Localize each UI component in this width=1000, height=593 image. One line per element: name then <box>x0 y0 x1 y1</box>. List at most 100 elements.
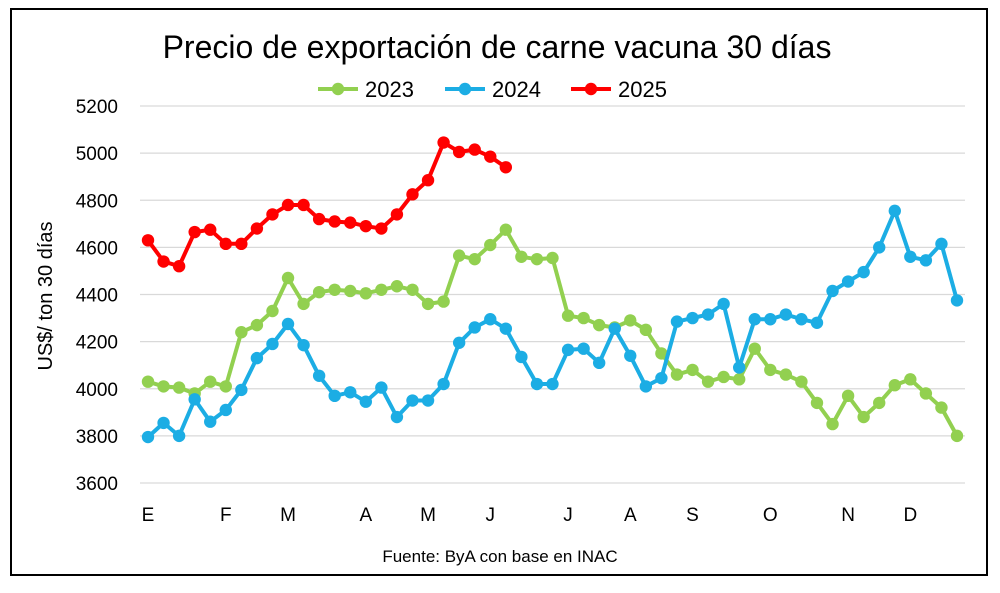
data-point <box>873 396 886 410</box>
data-point <box>795 313 808 326</box>
data-point <box>375 283 388 296</box>
y-tick-label: 4600 <box>76 238 118 259</box>
data-point <box>375 381 388 394</box>
chart-title: Precio de exportación de carne vacuna 30… <box>163 29 832 65</box>
x-tick-label: J <box>486 505 496 526</box>
data-point <box>344 386 357 399</box>
data-point <box>499 223 513 236</box>
data-point <box>297 338 310 352</box>
data-point <box>266 337 279 351</box>
data-point <box>484 313 497 326</box>
data-point <box>904 250 917 263</box>
data-point <box>235 383 248 397</box>
data-point <box>670 315 684 328</box>
data-point <box>204 375 217 388</box>
series-2025 <box>141 136 513 273</box>
gridlines <box>140 105 965 484</box>
data-point <box>250 351 264 365</box>
data-point <box>530 377 544 391</box>
data-point <box>795 375 808 388</box>
data-point <box>266 304 279 318</box>
data-point <box>530 252 544 266</box>
y-tick-label: 4200 <box>76 333 118 354</box>
data-point <box>219 403 232 417</box>
data-point <box>204 415 217 428</box>
data-point <box>468 143 481 156</box>
data-point <box>468 321 481 334</box>
x-tick-label: A <box>624 505 637 526</box>
x-tick-label: M <box>420 505 436 526</box>
data-point <box>670 368 684 381</box>
data-point <box>390 208 404 221</box>
data-point <box>281 317 295 331</box>
data-point <box>359 287 373 300</box>
legend-label: 2023 <box>365 77 414 102</box>
data-point <box>452 336 466 350</box>
data-point <box>266 208 279 221</box>
data-point <box>312 212 326 226</box>
data-point <box>250 318 264 332</box>
legend-item: 2025 <box>571 77 667 102</box>
data-point <box>468 252 481 266</box>
data-point <box>717 297 730 311</box>
plot-area <box>141 136 964 444</box>
y-tick-label: 5200 <box>76 97 118 118</box>
legend: 2023 2024 2025 <box>318 77 667 102</box>
y-tick-label: 4400 <box>76 286 118 307</box>
data-point <box>359 395 373 408</box>
legend-marker <box>458 82 472 96</box>
data-point <box>250 222 264 235</box>
data-point <box>919 254 933 267</box>
data-point <box>857 410 870 424</box>
data-point <box>779 308 793 321</box>
series-2024 <box>141 204 964 444</box>
data-point <box>188 393 201 406</box>
data-point <box>421 394 435 407</box>
legend-marker <box>584 82 598 96</box>
data-point <box>390 280 404 293</box>
data-point <box>639 380 653 393</box>
data-point <box>172 260 186 273</box>
data-point <box>437 295 450 308</box>
data-point <box>452 145 466 159</box>
legend-label: 2024 <box>492 77 541 102</box>
data-point <box>624 314 637 327</box>
data-point <box>312 285 326 299</box>
x-tick-label: A <box>359 505 372 526</box>
x-tick-label: O <box>763 505 778 526</box>
data-point <box>375 222 388 235</box>
data-point <box>421 174 435 187</box>
data-point <box>452 249 466 262</box>
data-point <box>608 322 621 335</box>
data-point <box>406 188 419 201</box>
y-tick-label: 4800 <box>76 191 118 212</box>
data-point <box>592 318 606 332</box>
data-point <box>950 429 964 443</box>
data-point <box>499 322 513 335</box>
data-point <box>141 375 155 388</box>
data-point <box>219 237 232 251</box>
legend-marker <box>331 82 345 96</box>
data-point <box>484 150 497 163</box>
data-point <box>297 297 310 311</box>
data-point <box>841 275 855 288</box>
legend-label: 2025 <box>618 77 667 102</box>
data-point <box>141 430 155 444</box>
data-point <box>686 311 699 325</box>
data-point <box>437 136 450 149</box>
data-point <box>935 237 948 251</box>
data-point <box>732 361 746 374</box>
data-point <box>935 401 948 414</box>
data-point <box>281 271 295 285</box>
data-point <box>950 294 964 307</box>
data-point <box>873 241 886 254</box>
x-tick-label: D <box>903 505 917 526</box>
data-point <box>841 389 855 403</box>
data-point <box>328 283 341 296</box>
data-point <box>686 363 699 377</box>
data-point <box>406 394 419 407</box>
data-point <box>437 377 450 391</box>
y-tick-label: 4000 <box>76 380 118 401</box>
data-point <box>655 371 668 385</box>
